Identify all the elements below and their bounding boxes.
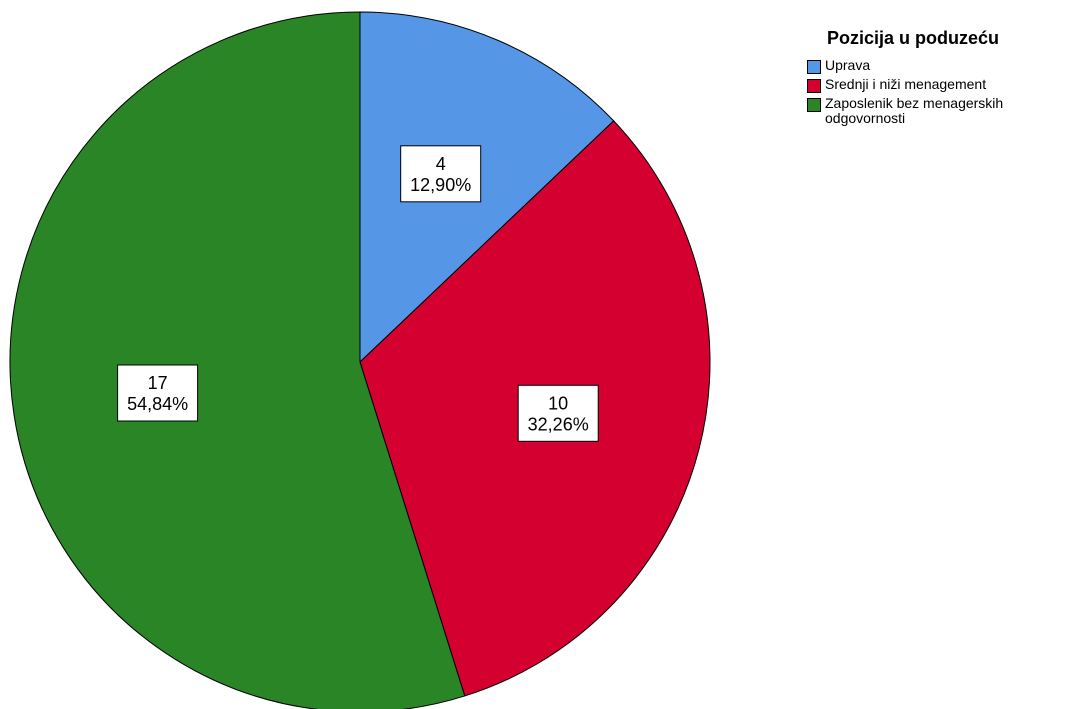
pie-label-count: 10 — [548, 393, 568, 413]
legend-label-uprava: Uprava — [825, 57, 871, 73]
pie-slice-uprava — [359, 11, 615, 364]
pie-label-box — [117, 364, 199, 422]
legend-item-uprava: Uprava — [807, 58, 1068, 74]
pie-label-box — [517, 384, 599, 442]
legend-item-zaposlenik: Zaposlenik bez menagerskih odgovornosti — [807, 96, 1068, 126]
pie-label-box — [400, 145, 482, 203]
legend-title: Pozicija u poduzeću — [827, 28, 1000, 48]
pie-label-percent: 32,26% — [528, 414, 589, 434]
pie-label-count: 4 — [436, 154, 446, 174]
pie-slices — [9, 11, 711, 709]
pie-slice-zaposlenik — [9, 11, 466, 709]
legend: Pozicija u poduzeću Uprava Srednji i niž… — [807, 28, 1068, 129]
legend-swatch-uprava — [807, 60, 821, 74]
pie-label-uprava: 412,90% — [400, 145, 482, 203]
pie-label-count: 17 — [148, 373, 168, 393]
legend-item-srednji-menagement: Srednji i niži menagement — [807, 77, 1068, 93]
legend-label-srednji-menagement: Srednji i niži menagement — [825, 76, 987, 92]
pie-label-percent: 54,84% — [127, 394, 188, 414]
legend-swatch-zaposlenik — [807, 98, 821, 112]
pie-label-percent: 12,90% — [410, 175, 471, 195]
legend-label-zaposlenik: Zaposlenik bez menagerskih odgovornosti — [825, 95, 1004, 126]
legend-swatch-srednji-menagement — [807, 79, 821, 93]
